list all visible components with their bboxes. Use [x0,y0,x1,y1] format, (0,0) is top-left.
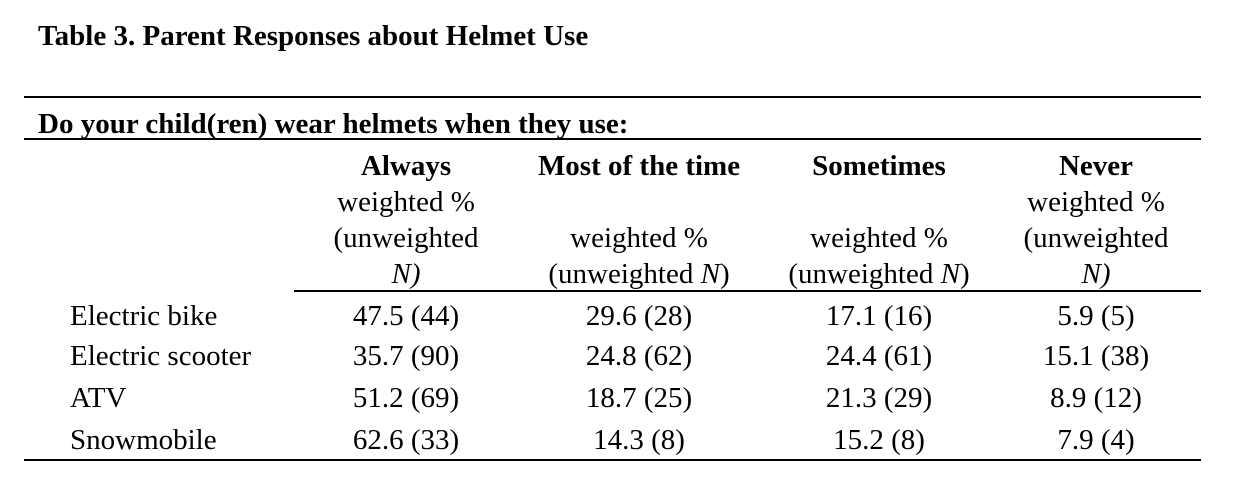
column-subheading: (unweighted N) [548,258,730,290]
column-heading: Never [1058,150,1134,182]
column-heading: Sometimes [812,150,946,182]
column-subheading [764,184,994,220]
table-cell: 24.4 (61) [825,340,933,372]
column-subheading: weighted % [810,222,948,254]
table-cell: 14.3 (8) [593,424,685,456]
column-heading: Always [360,150,452,182]
table-cell: 17.1 (16) [825,300,933,332]
table-cell: 35.7 (90) [352,340,460,372]
table-cell: 51.2 (69) [352,382,460,414]
column-subheading: (unweighted N) [788,258,970,290]
column-subheading: N) [1081,258,1111,290]
row-label-snowmobile: Snowmobile [70,424,217,456]
column-subheading: weighted % [337,186,475,218]
table-cell: 47.5 (44) [352,300,460,332]
table-cell: 15.1 (38) [1042,340,1150,372]
table-cell: 62.6 (33) [352,424,460,456]
row-label-atv: ATV [70,382,127,414]
column-heading: Most of the time [537,150,741,182]
column-subheading: weighted % [1027,186,1165,218]
bottom-rule [24,459,1201,461]
table-question: Do your child(ren) wear helmets when the… [38,108,629,140]
column-subheading [524,184,754,220]
column-header-sometimes: Sometimes weighted % (unweighted N) [764,148,994,292]
question-rule [24,138,1201,140]
table-cell: 15.2 (8) [833,424,925,456]
table-cell: 8.9 (12) [1050,382,1142,414]
row-label-electric-scooter: Electric scooter [70,340,252,372]
table-cell: 24.8 (62) [585,340,693,372]
column-subheading: (unweighted [333,222,479,254]
column-header-never: Never weighted % (unweighted N) [1006,148,1186,292]
table-cell: 7.9 (4) [1057,424,1135,456]
column-header-most-of-the-time: Most of the time weighted % (unweighted … [524,148,754,292]
table-cell: 29.6 (28) [585,300,693,332]
table-cell: 18.7 (25) [585,382,693,414]
table-cell: 5.9 (5) [1057,300,1135,332]
table-cell: 21.3 (29) [825,382,933,414]
header-rule [294,290,1201,292]
column-subheading: weighted % [570,222,708,254]
top-rule [24,96,1201,98]
row-label-electric-bike: Electric bike [70,300,218,332]
column-header-always: Always weighted % (unweighted N) [318,148,494,292]
column-subheading: (unweighted [1023,222,1169,254]
table-title: Table 3. Parent Responses about Helmet U… [38,20,589,52]
column-subheading: N) [391,258,421,290]
